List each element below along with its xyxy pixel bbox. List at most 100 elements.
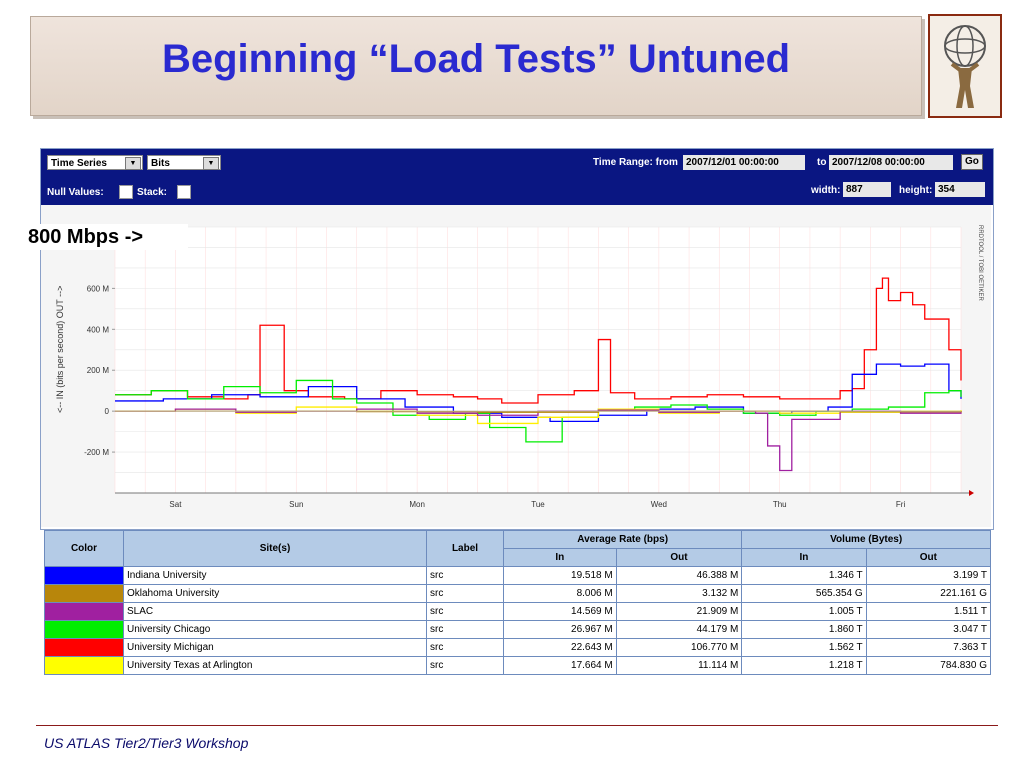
x-tick-label: Sat xyxy=(169,500,182,509)
series-line-0 xyxy=(115,277,962,404)
site-name: Oklahoma University xyxy=(123,584,427,603)
site-label: src xyxy=(426,602,504,621)
site-label: src xyxy=(426,656,504,675)
site-label: src xyxy=(426,620,504,639)
null-values-label: Null Values: xyxy=(47,187,104,198)
col-avg-out: Out xyxy=(615,548,743,567)
chart-grid xyxy=(114,226,962,494)
y-tick-label: -200 M xyxy=(84,448,109,457)
x-tick-label: Sun xyxy=(289,500,303,509)
site-label: src xyxy=(426,566,504,585)
time-range-label: Time Range: from xyxy=(593,157,678,168)
col-avg-rate: Average Rate (bps) xyxy=(502,530,743,549)
vol-in: 1.860 T xyxy=(741,620,867,639)
col-avg-in: In xyxy=(503,548,617,567)
site-name: Indiana University xyxy=(123,566,427,585)
null-values-checkbox[interactable] xyxy=(119,185,133,199)
units-select[interactable]: Bits ▼ xyxy=(147,155,221,170)
y-tick-label: 400 M xyxy=(87,325,110,334)
color-swatch xyxy=(44,638,124,657)
table-row: University Texas at Arlington src 17.664 M… xyxy=(44,656,992,675)
avg-in: 8.006 M xyxy=(503,584,617,603)
vol-out: 3.047 T xyxy=(865,620,992,639)
x-tick-label: Tue xyxy=(531,500,545,509)
avg-out: 46.388 M xyxy=(615,566,743,585)
table-row: Oklahoma University src 8.006 M 3.132 M 565.… xyxy=(44,584,992,603)
rrdtool-credit: RRDTOOL / TOBI OETIKER xyxy=(977,225,983,301)
y-tick-label: 0 xyxy=(105,407,110,416)
time-from-input[interactable]: 2007/12/01 00:00:00 xyxy=(683,155,805,170)
vol-in: 1.218 T xyxy=(741,656,867,675)
col-label: Label xyxy=(426,530,504,567)
x-tick-label: Wed xyxy=(651,500,667,509)
x-tick-label: Mon xyxy=(409,500,425,509)
units-value: Bits xyxy=(151,158,170,169)
col-vol-out: Out xyxy=(865,548,992,567)
series-line-2 xyxy=(115,379,962,443)
width-label: width: xyxy=(811,185,841,196)
y-tick-label: 600 M xyxy=(87,284,110,293)
atlas-figure-icon xyxy=(944,25,986,108)
table-row: Indiana University src 19.518 M 46.388 M 1.3… xyxy=(44,566,992,585)
series-line-1 xyxy=(115,363,962,423)
color-swatch xyxy=(44,602,124,621)
go-button[interactable]: Go xyxy=(961,154,983,170)
avg-out: 11.114 M xyxy=(615,656,743,675)
graph-controls: Time Series ▼ Bits ▼ Time Range: from 20… xyxy=(41,149,993,205)
site-name: SLAC xyxy=(123,602,427,621)
avg-out: 3.132 M xyxy=(615,584,743,603)
graph-type-select[interactable]: Time Series ▼ xyxy=(47,155,143,170)
graph-type-value: Time Series xyxy=(51,158,107,169)
x-tick-label: Thu xyxy=(773,500,787,509)
color-swatch xyxy=(44,656,124,675)
stack-checkbox[interactable] xyxy=(177,185,191,199)
table-row: SLAC src 14.569 M 21.909 M 1.005 T 1.511 T xyxy=(44,602,992,621)
slide-title: Beginning “Load Tests” Untuned xyxy=(161,37,791,81)
chevron-down-icon: ▼ xyxy=(203,157,219,170)
x-axis-arrow xyxy=(969,490,974,496)
width-input[interactable]: 887 xyxy=(843,182,891,197)
traffic-chart: 600 M 400 M 200 M 0 -200 M Sat Sun Mon Tue Wed Thu… xyxy=(41,205,991,527)
vol-out: 784.830 G xyxy=(865,656,992,675)
site-label: src xyxy=(426,584,504,603)
height-label: height: xyxy=(899,185,933,196)
y-axis-label: <-- IN (bits per second) OUT --> xyxy=(55,286,65,413)
site-name: University Texas at Arlington xyxy=(123,656,427,675)
vol-out: 3.199 T xyxy=(865,566,992,585)
vol-in: 1.005 T xyxy=(741,602,867,621)
site-name: University Chicago xyxy=(123,620,427,639)
col-volume: Volume (Bytes) xyxy=(741,530,991,549)
chart-axes: 600 M 400 M 200 M 0 -200 M Sat Sun Mon Tue Wed Thu… xyxy=(84,284,974,509)
col-sites: Site(s) xyxy=(123,530,427,567)
site-label: src xyxy=(426,638,504,657)
vol-out: 221.161 G xyxy=(865,584,992,603)
vol-in: 565.354 G xyxy=(741,584,867,603)
avg-in: 26.967 M xyxy=(503,620,617,639)
bandwidth-annotation: 800 Mbps -> xyxy=(28,224,188,250)
atlas-logo xyxy=(928,14,1002,118)
avg-out: 44.179 M xyxy=(615,620,743,639)
site-stats-table: Color Site(s) Label Average Rate (bps) V… xyxy=(44,530,992,675)
avg-in: 14.569 M xyxy=(503,602,617,621)
color-swatch xyxy=(44,584,124,603)
color-swatch xyxy=(44,566,124,585)
vol-in: 1.562 T xyxy=(741,638,867,657)
vol-out: 7.363 T xyxy=(865,638,992,657)
avg-in: 17.664 M xyxy=(503,656,617,675)
col-color: Color xyxy=(44,530,124,567)
col-vol-in: In xyxy=(741,548,867,567)
vol-out: 1.511 T xyxy=(865,602,992,621)
avg-in: 22.643 M xyxy=(503,638,617,657)
avg-out: 21.909 M xyxy=(615,602,743,621)
slide-footer: US ATLAS Tier2/Tier3 Workshop xyxy=(44,735,249,751)
x-tick-label: Fri xyxy=(896,500,906,509)
avg-out: 106.770 M xyxy=(615,638,743,657)
height-input[interactable]: 354 xyxy=(935,182,985,197)
graph-panel: Time Series ▼ Bits ▼ Time Range: from 20… xyxy=(40,148,994,530)
color-swatch xyxy=(44,620,124,639)
site-name: University Michigan xyxy=(123,638,427,657)
time-to-input[interactable]: 2007/12/08 00:00:00 xyxy=(829,155,953,170)
footer-divider xyxy=(36,725,998,726)
time-to-label: to xyxy=(817,157,827,168)
